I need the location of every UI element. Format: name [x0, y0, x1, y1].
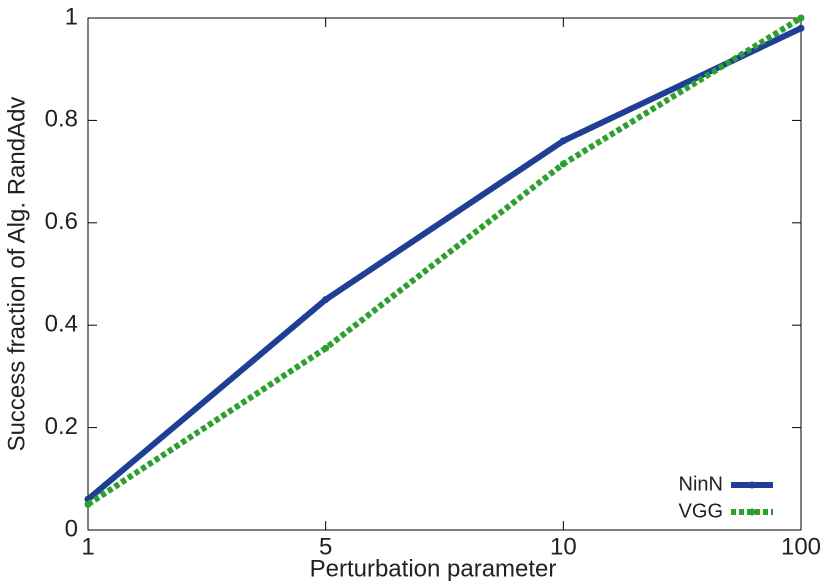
- point: [797, 24, 805, 32]
- x-tick-label: 1: [81, 533, 94, 560]
- legend-marker: [748, 481, 756, 489]
- series-line: [86, 25, 803, 502]
- legend-label: NinN: [679, 473, 723, 495]
- y-tick-label: 0.4: [45, 311, 78, 338]
- point: [559, 137, 567, 145]
- x-axis-label: Perturbation parameter: [310, 555, 557, 581]
- legend-marker: [748, 508, 756, 516]
- y-tick-label: 0.2: [45, 413, 78, 440]
- y-tick-label: 0.8: [45, 106, 78, 133]
- x-tick-label: 10: [550, 533, 577, 560]
- series-line: [86, 15, 803, 507]
- x-tick-label: 5: [319, 533, 332, 560]
- point: [797, 14, 805, 22]
- plot-frame: [87, 17, 802, 531]
- y-tick-label: 1: [65, 3, 78, 30]
- point: [322, 344, 330, 352]
- point: [322, 296, 330, 304]
- y-axis-label: Success fraction of Alg. RandAdv: [3, 97, 30, 452]
- point: [84, 500, 92, 508]
- legend-label: VGG: [679, 500, 723, 522]
- y-tick-label: 0: [65, 515, 78, 542]
- y-tick-label: 0.6: [45, 208, 78, 235]
- point: [559, 160, 567, 168]
- x-tick-label: 100: [781, 533, 821, 560]
